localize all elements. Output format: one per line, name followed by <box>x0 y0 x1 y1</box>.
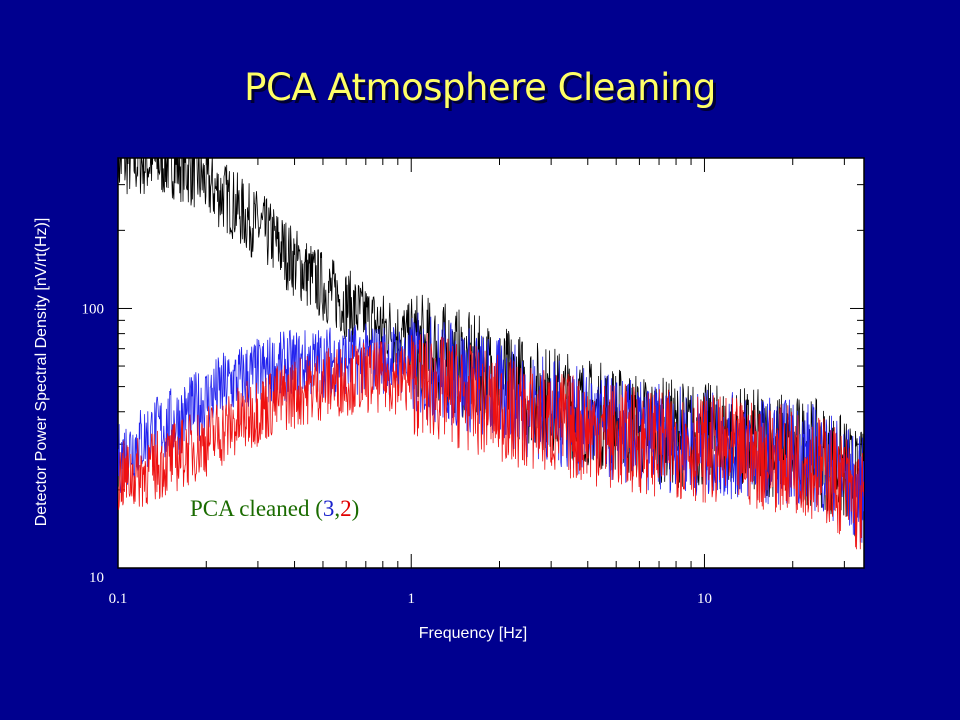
y-tick-label: 100 <box>82 301 105 317</box>
slide-title: PCA Atmosphere Cleaning <box>244 66 716 109</box>
tick-labels: 0.1 1 10 10 100 <box>82 301 712 607</box>
annotation-prefix: PCA cleaned ( <box>190 496 323 521</box>
x-tick-label: 0.1 <box>109 591 128 607</box>
x-tick-label: 10 <box>697 591 712 607</box>
y-tick-label: 10 <box>89 570 104 586</box>
x-tick-label: 1 <box>407 591 415 607</box>
annotation-number-2: 2 <box>340 496 352 521</box>
x-axis-title: Frequency [Hz] <box>419 625 527 642</box>
annotation-suffix: ) <box>352 496 360 521</box>
annotation-label: PCA cleaned (3,2) <box>190 496 359 521</box>
y-axis-title: Detector Power Spectral Density [nV/rt(H… <box>33 218 50 527</box>
series-line-2 <box>118 312 864 543</box>
series-line-3 <box>118 333 864 550</box>
annotation-number-1: 3 <box>323 496 335 521</box>
series-layer <box>118 158 864 550</box>
annotation-comma: , <box>334 496 340 521</box>
